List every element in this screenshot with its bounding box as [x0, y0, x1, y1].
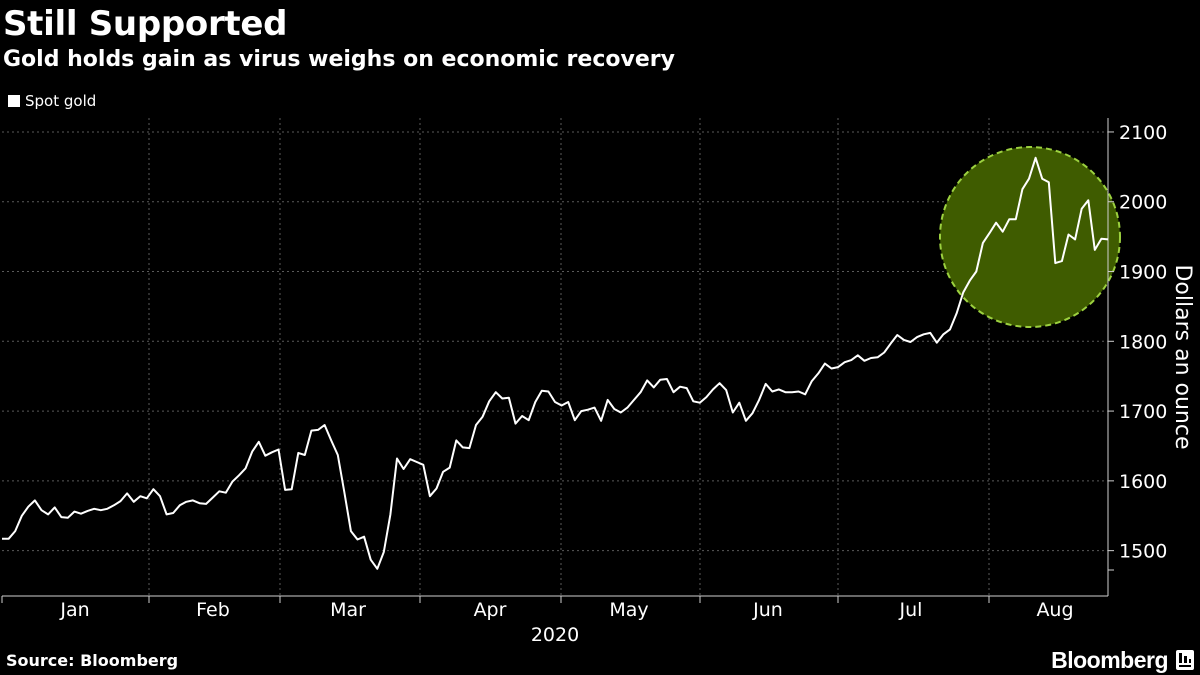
highlight-circle — [939, 146, 1121, 328]
y-tick-label-2000: 2000 — [1119, 192, 1167, 214]
label-layer: 1500 1600 1700 1800 1900 2000 2100 Jan Feb Mar Apr… — [59, 122, 1195, 646]
x-tick-label-apr: Apr — [474, 599, 507, 621]
series-line-spot-gold — [2, 156, 1109, 570]
bloomberg-terminal-icon — [1176, 650, 1194, 670]
chart-title: Still Supported — [3, 4, 288, 44]
bloomberg-logo-text: Bloomberg — [1051, 647, 1168, 673]
y-tick-label-2100: 2100 — [1119, 122, 1167, 144]
y-tick-label-1900: 1900 — [1119, 262, 1167, 284]
x-axis-year-label: 2020 — [531, 624, 579, 646]
legend: Spot gold — [8, 91, 96, 111]
x-tick-label-may: May — [609, 599, 648, 621]
source-note: Source: Bloomberg — [6, 651, 179, 670]
x-tick-label-jun: Jun — [752, 599, 783, 621]
y-tick-label-1600: 1600 — [1119, 471, 1167, 493]
legend-label-spot-gold: Spot gold — [25, 92, 97, 110]
line-layer — [2, 156, 1109, 570]
y-tick-label-1700: 1700 — [1119, 401, 1167, 423]
y-axis-title: Dollars an ounce — [1170, 264, 1195, 449]
legend-swatch-spot-gold — [8, 95, 20, 107]
axis-layer — [1, 118, 1114, 603]
x-tick-label-mar: Mar — [330, 599, 366, 621]
chart-subtitle: Gold holds gain as virus weighs on econo… — [3, 47, 675, 72]
x-tick-label-feb: Feb — [196, 599, 230, 621]
y-tick-label-1800: 1800 — [1119, 331, 1167, 353]
x-tick-label-aug: Aug — [1036, 599, 1073, 621]
x-tick-label-jul: Jul — [899, 599, 923, 621]
x-tick-label-jan: Jan — [59, 599, 89, 621]
highlight-layer — [939, 146, 1121, 328]
grid-layer — [2, 118, 1108, 596]
y-tick-label-1500: 1500 — [1119, 541, 1167, 563]
